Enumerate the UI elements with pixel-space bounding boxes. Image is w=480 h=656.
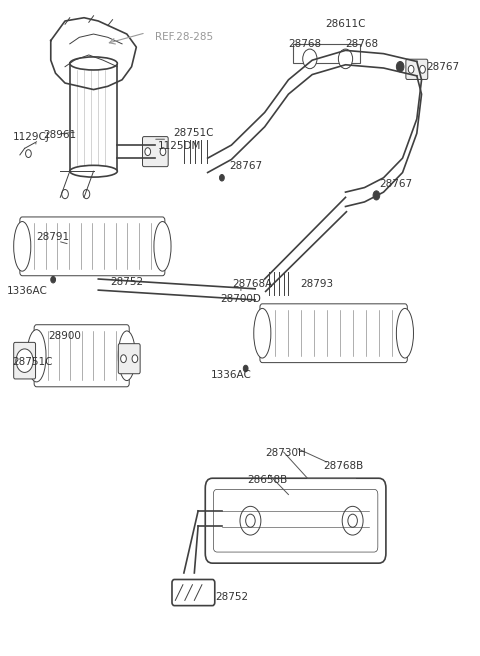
Circle shape <box>219 174 224 181</box>
FancyBboxPatch shape <box>14 342 36 379</box>
Circle shape <box>243 365 248 372</box>
Circle shape <box>83 190 90 199</box>
Circle shape <box>16 349 33 373</box>
Text: 28751C: 28751C <box>173 129 214 138</box>
Ellipse shape <box>70 57 117 70</box>
Text: REF.28-285: REF.28-285 <box>155 32 213 43</box>
Text: 28611C: 28611C <box>325 19 366 30</box>
Ellipse shape <box>27 329 46 382</box>
Circle shape <box>120 355 126 363</box>
Text: 28767: 28767 <box>229 161 262 171</box>
Circle shape <box>62 190 68 199</box>
FancyBboxPatch shape <box>205 478 386 563</box>
FancyBboxPatch shape <box>118 344 140 374</box>
Text: 28767: 28767 <box>379 179 412 190</box>
Ellipse shape <box>14 222 31 271</box>
Text: 28752: 28752 <box>215 592 248 602</box>
FancyBboxPatch shape <box>172 579 215 605</box>
Circle shape <box>338 49 353 69</box>
Ellipse shape <box>254 308 271 358</box>
Circle shape <box>348 514 358 527</box>
Text: 28793: 28793 <box>300 279 334 289</box>
Text: 1336AC: 1336AC <box>211 370 252 380</box>
Text: 1129CJ: 1129CJ <box>13 132 49 142</box>
Text: 28700D: 28700D <box>220 295 261 304</box>
Text: 28961: 28961 <box>44 131 77 140</box>
Text: 28751C: 28751C <box>13 357 53 367</box>
Text: 28791: 28791 <box>36 232 70 241</box>
Circle shape <box>132 355 138 363</box>
Circle shape <box>396 62 404 72</box>
Text: 28768A: 28768A <box>233 279 273 289</box>
Circle shape <box>160 148 166 155</box>
Text: 1336AC: 1336AC <box>7 287 48 297</box>
Ellipse shape <box>154 222 171 271</box>
Circle shape <box>303 49 317 69</box>
Text: 28658B: 28658B <box>247 474 287 485</box>
Text: 28768: 28768 <box>346 39 379 49</box>
FancyBboxPatch shape <box>143 136 168 167</box>
Text: 1125DM: 1125DM <box>157 142 201 152</box>
Text: 28752: 28752 <box>110 277 144 287</box>
FancyBboxPatch shape <box>260 304 408 363</box>
Ellipse shape <box>396 308 413 358</box>
Circle shape <box>145 148 151 155</box>
Bar <box>70 64 117 171</box>
Text: 28768: 28768 <box>288 39 322 49</box>
Text: 28900: 28900 <box>48 331 82 341</box>
Circle shape <box>16 357 22 365</box>
Circle shape <box>342 506 363 535</box>
Bar <box>293 44 360 64</box>
Circle shape <box>27 357 33 365</box>
Text: 28730H: 28730H <box>266 449 306 459</box>
Text: 28768B: 28768B <box>323 461 363 472</box>
Text: 28767: 28767 <box>426 62 459 72</box>
FancyBboxPatch shape <box>406 59 428 79</box>
Ellipse shape <box>118 331 135 380</box>
FancyBboxPatch shape <box>20 217 165 276</box>
Ellipse shape <box>70 165 117 177</box>
Circle shape <box>246 514 255 527</box>
Circle shape <box>25 150 31 157</box>
Circle shape <box>373 191 380 200</box>
Circle shape <box>408 66 414 73</box>
FancyBboxPatch shape <box>34 325 129 387</box>
Circle shape <box>240 506 261 535</box>
Circle shape <box>420 66 425 73</box>
Circle shape <box>51 276 56 283</box>
